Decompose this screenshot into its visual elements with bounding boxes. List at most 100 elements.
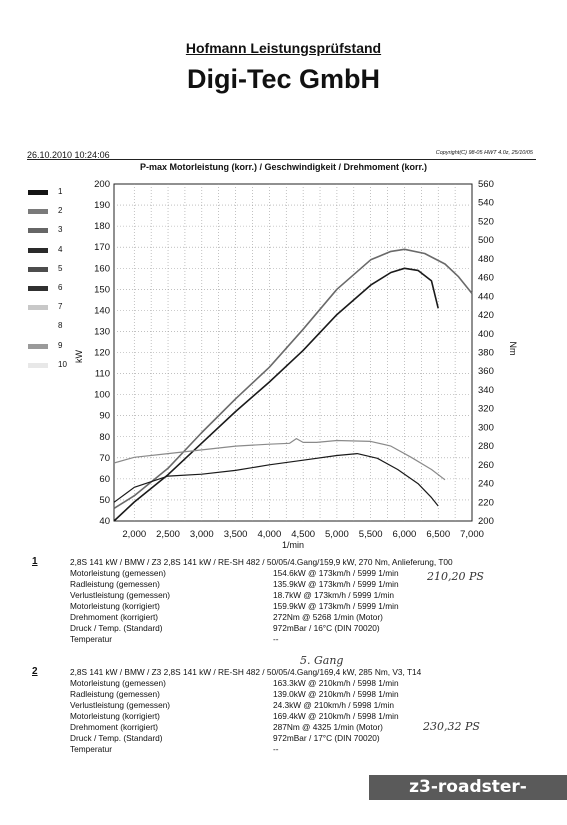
legend-label: 1 bbox=[58, 187, 63, 196]
result-row-label: Motorleistung (korrigiert) bbox=[70, 711, 160, 721]
legend-label: 3 bbox=[58, 225, 63, 235]
legend-swatch bbox=[28, 190, 48, 195]
legend-label: 8 bbox=[58, 321, 63, 331]
result-row-label: Radleistung (gemessen) bbox=[70, 689, 160, 699]
handwritten-ps-1: 210,20 PS bbox=[427, 570, 484, 583]
legend-swatch bbox=[28, 343, 48, 349]
brand-title: Hofmann Leistungsprüfstand bbox=[185, 40, 382, 56]
result-row-value: 154.6kW @ 173km/h / 5999 1/min bbox=[273, 568, 399, 578]
y-left-tick-label: 70 bbox=[99, 453, 110, 464]
result-row-value: 272Nm @ 5268 1/min (Motor) bbox=[273, 612, 383, 622]
y-left-tick-label: 130 bbox=[94, 326, 110, 337]
result-row-value: 169.4kW @ 210km/h / 5998 1/min bbox=[273, 711, 399, 721]
result-number: 2 bbox=[32, 666, 38, 677]
legend-swatch bbox=[28, 266, 48, 272]
x-tick-label: 4,500 bbox=[291, 529, 315, 540]
y-right-tick-label: 280 bbox=[478, 441, 494, 452]
company-name: Digi-Tec GmbH bbox=[186, 64, 380, 94]
series-line-1-left bbox=[113, 267, 439, 522]
y-right-tick-label: 360 bbox=[478, 366, 494, 377]
result-row-value: 24.3kW @ 210km/h / 5998 1/min bbox=[273, 700, 394, 710]
result-row-value: 972mBar / 17°C (DIN 70020) bbox=[273, 733, 380, 743]
handwritten-gear-2: 5. Gang bbox=[300, 654, 344, 667]
result-row-label: Temperatur bbox=[70, 744, 112, 754]
y-left-tick-label: 120 bbox=[94, 348, 110, 359]
result-summary: 2,8S 141 kW / BMW / Z3 2,8S 141 kW / RE-… bbox=[70, 557, 453, 567]
result-row-label: Drehmoment (korrigiert) bbox=[70, 722, 159, 732]
legend-label: 9 bbox=[58, 340, 63, 350]
result-row-label: Verlustleistung (gemessen) bbox=[70, 700, 171, 710]
result-number: 1 bbox=[32, 556, 38, 567]
y-right-tick-label: 500 bbox=[478, 235, 494, 246]
legend-swatch bbox=[28, 286, 48, 291]
y-right-tick-label: 200 bbox=[478, 516, 494, 527]
y-left-tick-label: 100 bbox=[94, 390, 110, 401]
result-row-label: Temperatur bbox=[70, 634, 112, 644]
y-right-tick-label: 320 bbox=[478, 404, 494, 415]
y-right-tick-label: 540 bbox=[478, 198, 494, 209]
legend-label: 10 bbox=[58, 359, 67, 369]
y-left-tick-label: 200 bbox=[94, 179, 110, 190]
y-right-tick-label: 560 bbox=[478, 179, 494, 190]
legend-label: 2 bbox=[58, 206, 63, 216]
y-right-tick-label: 480 bbox=[478, 254, 494, 265]
legend-swatch bbox=[28, 305, 48, 311]
y-left-tick-label: 170 bbox=[94, 242, 110, 253]
result-row-label: Motorleistung (korrigiert) bbox=[70, 601, 160, 611]
y-left-axis-label: kW bbox=[74, 350, 84, 364]
x-tick-label: 5,000 bbox=[325, 529, 349, 540]
y-left-tick-label: 140 bbox=[94, 305, 110, 316]
result-row-value: 163.3kW @ 210km/h / 5998 1/min bbox=[273, 678, 399, 688]
y-right-tick-label: 300 bbox=[478, 422, 494, 433]
y-right-tick-label: 400 bbox=[478, 329, 494, 340]
y-left-tick-label: 190 bbox=[94, 200, 110, 211]
plot-frame bbox=[113, 183, 473, 522]
x-tick-label: 2,000 bbox=[122, 529, 146, 540]
y-right-tick-label: 220 bbox=[478, 497, 494, 508]
y-right-tick-label: 520 bbox=[478, 216, 494, 227]
result-summary: 2,8S 141 kW / BMW / Z3 2,8S 141 kW / RE-… bbox=[70, 667, 422, 677]
y-right-tick-label: 240 bbox=[478, 479, 494, 490]
x-tick-label: 5,500 bbox=[359, 529, 383, 540]
series-line-2-right bbox=[113, 438, 446, 481]
x-tick-label: 7,000 bbox=[460, 529, 484, 540]
legend-label: 7 bbox=[58, 302, 63, 312]
x-tick-label: 3,000 bbox=[190, 529, 214, 540]
y-left-tick-label: 110 bbox=[95, 369, 110, 380]
legend-label: 5 bbox=[58, 263, 63, 273]
legend-swatch bbox=[28, 228, 48, 234]
y-right-tick-label: 460 bbox=[478, 273, 494, 284]
series-line-2-left bbox=[113, 248, 473, 510]
handwritten-ps-2: 230,32 PS bbox=[423, 720, 480, 733]
y-right-axis-label: Nm bbox=[508, 342, 518, 356]
y-right-tick-label: 420 bbox=[478, 310, 494, 321]
result-row-label: Drehmoment (korrigiert) bbox=[70, 612, 159, 622]
result-row-label: Druck / Temp. (Standard) bbox=[70, 623, 163, 633]
test-datetime: 26.10.2010 10:24:06 bbox=[27, 150, 110, 160]
legend-swatch bbox=[28, 362, 48, 368]
legend-label: 6 bbox=[58, 283, 63, 292]
y-left-tick-label: 60 bbox=[99, 474, 110, 485]
x-tick-label: 4,000 bbox=[257, 529, 281, 540]
series-line-1-right bbox=[113, 453, 439, 507]
result-row-label: Verlustleistung (gemessen) bbox=[70, 590, 171, 600]
y-left-tick-label: 50 bbox=[99, 495, 110, 506]
y-left-tick-label: 90 bbox=[99, 411, 110, 422]
result-row-value: -- bbox=[273, 634, 279, 644]
y-left-tick-label: 150 bbox=[94, 284, 110, 295]
result-row-value: 287Nm @ 4325 1/min (Motor) bbox=[273, 722, 383, 732]
y-right-tick-label: 380 bbox=[478, 348, 494, 359]
result-row-value: 159.9kW @ 173km/h / 5999 1/min bbox=[273, 601, 399, 611]
y-left-tick-label: 180 bbox=[94, 221, 110, 232]
y-right-tick-label: 260 bbox=[478, 460, 494, 471]
result-row-value: 972mBar / 16°C (DIN 70020) bbox=[273, 623, 380, 633]
x-tick-label: 2,500 bbox=[156, 529, 180, 540]
x-tick-label: 3,500 bbox=[224, 529, 248, 540]
dyno-chart: 40 50 60 70 80 90 100 110 120 130 140 150 160 170 180 1… bbox=[74, 179, 518, 550]
result-row-label: Motorleistung (gemessen) bbox=[70, 678, 166, 688]
result-row-value: 135.9kW @ 173km/h / 5999 1/min bbox=[273, 579, 399, 589]
y-left-tick-label: 160 bbox=[94, 263, 110, 274]
copyright-note: Copyright(C) 98-05 HWT 4.0z, 25/10/05 bbox=[435, 150, 533, 156]
result-row-value: 139.0kW @ 210km/h / 5998 1/min bbox=[273, 689, 399, 699]
legend-label: 4 bbox=[58, 244, 63, 254]
